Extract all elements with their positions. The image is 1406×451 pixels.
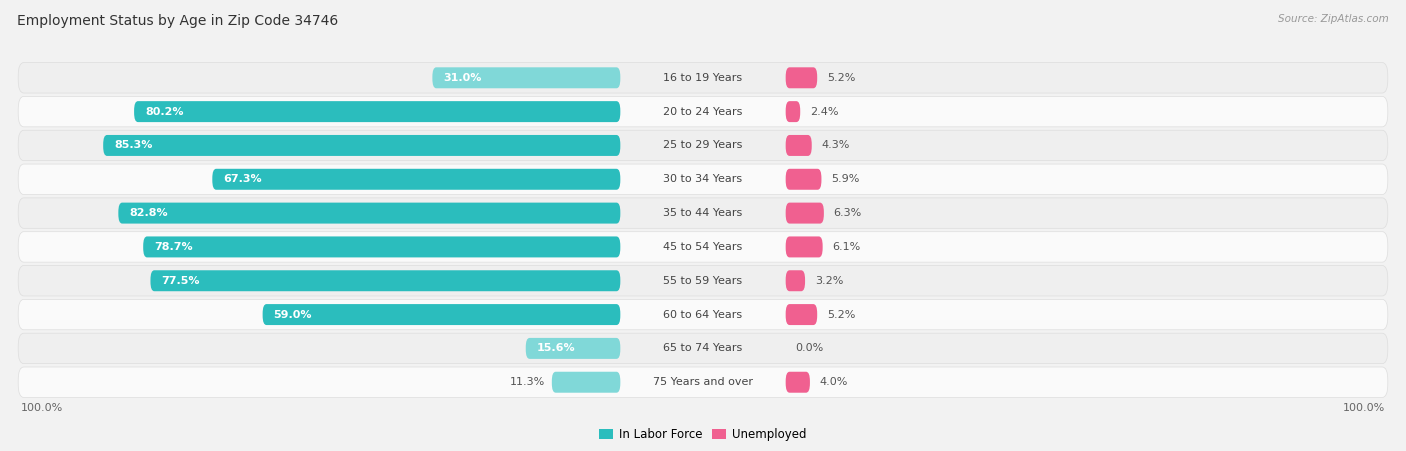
Text: 100.0%: 100.0% <box>1343 403 1385 413</box>
Text: 5.9%: 5.9% <box>831 174 859 184</box>
Text: 3.2%: 3.2% <box>814 276 844 286</box>
FancyBboxPatch shape <box>143 236 620 258</box>
Legend: In Labor Force, Unemployed: In Labor Force, Unemployed <box>595 423 811 446</box>
FancyBboxPatch shape <box>786 304 817 325</box>
Text: 4.0%: 4.0% <box>820 377 848 387</box>
Text: 4.3%: 4.3% <box>821 140 849 151</box>
FancyBboxPatch shape <box>18 63 1388 93</box>
Text: 45 to 54 Years: 45 to 54 Years <box>664 242 742 252</box>
Text: 15.6%: 15.6% <box>537 343 575 354</box>
FancyBboxPatch shape <box>18 367 1388 397</box>
Text: 75 Years and over: 75 Years and over <box>652 377 754 387</box>
Text: 0.0%: 0.0% <box>796 343 824 354</box>
FancyBboxPatch shape <box>18 164 1388 194</box>
FancyBboxPatch shape <box>786 270 806 291</box>
FancyBboxPatch shape <box>786 236 823 258</box>
Text: 67.3%: 67.3% <box>224 174 262 184</box>
Text: 16 to 19 Years: 16 to 19 Years <box>664 73 742 83</box>
FancyBboxPatch shape <box>551 372 620 393</box>
Text: 25 to 29 Years: 25 to 29 Years <box>664 140 742 151</box>
Text: 5.2%: 5.2% <box>827 73 855 83</box>
FancyBboxPatch shape <box>118 202 620 224</box>
Text: Employment Status by Age in Zip Code 34746: Employment Status by Age in Zip Code 347… <box>17 14 337 28</box>
Text: 78.7%: 78.7% <box>155 242 193 252</box>
FancyBboxPatch shape <box>18 130 1388 161</box>
FancyBboxPatch shape <box>786 202 824 224</box>
FancyBboxPatch shape <box>786 372 810 393</box>
FancyBboxPatch shape <box>18 198 1388 228</box>
FancyBboxPatch shape <box>212 169 620 190</box>
Text: 80.2%: 80.2% <box>145 106 184 117</box>
Text: 6.1%: 6.1% <box>832 242 860 252</box>
Text: 59.0%: 59.0% <box>274 309 312 320</box>
Text: 35 to 44 Years: 35 to 44 Years <box>664 208 742 218</box>
Text: 20 to 24 Years: 20 to 24 Years <box>664 106 742 117</box>
FancyBboxPatch shape <box>18 266 1388 296</box>
Text: 60 to 64 Years: 60 to 64 Years <box>664 309 742 320</box>
FancyBboxPatch shape <box>134 101 620 122</box>
Text: 55 to 59 Years: 55 to 59 Years <box>664 276 742 286</box>
Text: 30 to 34 Years: 30 to 34 Years <box>664 174 742 184</box>
FancyBboxPatch shape <box>18 97 1388 127</box>
Text: 100.0%: 100.0% <box>21 403 63 413</box>
Text: 5.2%: 5.2% <box>827 309 855 320</box>
FancyBboxPatch shape <box>433 67 620 88</box>
FancyBboxPatch shape <box>18 232 1388 262</box>
FancyBboxPatch shape <box>786 135 811 156</box>
Text: 85.3%: 85.3% <box>114 140 153 151</box>
Text: Source: ZipAtlas.com: Source: ZipAtlas.com <box>1278 14 1389 23</box>
FancyBboxPatch shape <box>263 304 620 325</box>
Text: 31.0%: 31.0% <box>443 73 482 83</box>
Text: 82.8%: 82.8% <box>129 208 167 218</box>
FancyBboxPatch shape <box>786 67 817 88</box>
FancyBboxPatch shape <box>103 135 620 156</box>
Text: 6.3%: 6.3% <box>834 208 862 218</box>
FancyBboxPatch shape <box>18 333 1388 364</box>
Text: 2.4%: 2.4% <box>810 106 838 117</box>
Text: 77.5%: 77.5% <box>162 276 200 286</box>
FancyBboxPatch shape <box>526 338 620 359</box>
Text: 65 to 74 Years: 65 to 74 Years <box>664 343 742 354</box>
FancyBboxPatch shape <box>786 169 821 190</box>
FancyBboxPatch shape <box>786 101 800 122</box>
FancyBboxPatch shape <box>150 270 620 291</box>
Text: 11.3%: 11.3% <box>510 377 546 387</box>
FancyBboxPatch shape <box>18 299 1388 330</box>
